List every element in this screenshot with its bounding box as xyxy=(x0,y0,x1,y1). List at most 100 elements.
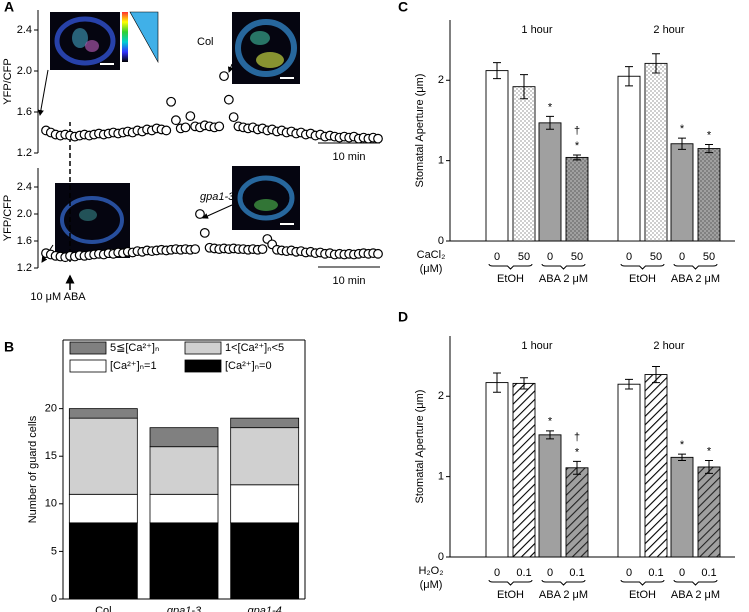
error-bar xyxy=(573,154,581,161)
y-tick-label: 15 xyxy=(45,450,57,462)
bracket xyxy=(620,263,665,270)
data-point xyxy=(373,133,383,144)
data-point xyxy=(171,115,181,126)
bar xyxy=(565,156,589,242)
bar-segment xyxy=(68,417,138,495)
treatment-label: H₂O₂ xyxy=(418,565,443,577)
bar xyxy=(538,434,562,558)
y-tick-label: 5 xyxy=(51,545,57,557)
error-bar xyxy=(625,66,633,87)
data-point xyxy=(166,96,177,107)
x-tick-label: 50 xyxy=(703,251,715,263)
y-tick-label: 1 xyxy=(438,471,444,483)
y-tick-label: 10 xyxy=(45,498,57,510)
error-bar xyxy=(520,377,528,390)
bar xyxy=(644,62,668,242)
x-tick-label: 0.1 xyxy=(569,567,584,579)
y-axis-label: Stomatal Aperture (μm) xyxy=(414,390,426,504)
error-bar xyxy=(705,144,713,154)
error-bar xyxy=(493,62,501,80)
x-tick-label: gpa1-3 xyxy=(167,605,202,612)
x-tick-label: 0.1 xyxy=(701,567,716,579)
bar-segment xyxy=(68,408,138,419)
data-point xyxy=(180,122,191,133)
bracket xyxy=(488,579,533,586)
bracket xyxy=(673,263,718,270)
legend-label: [Ca²⁺]ₙ=0 xyxy=(225,360,272,372)
x-tick-label: 0 xyxy=(547,567,553,579)
bracket xyxy=(541,579,586,586)
bar xyxy=(697,148,721,242)
scale-bar-label: 10 min xyxy=(332,151,365,163)
bar xyxy=(644,374,668,558)
significance-dagger: † xyxy=(574,125,580,137)
annotation: 10 μM ABA xyxy=(30,291,86,303)
bracket xyxy=(488,263,533,270)
significance-star: * xyxy=(548,416,553,428)
y-tick-label: 1.6 xyxy=(17,235,32,247)
y-axis-label: YFP/CFP xyxy=(2,195,14,241)
error-bar xyxy=(652,53,660,74)
data-point xyxy=(190,244,201,255)
bar-segment xyxy=(230,484,300,524)
group-label: ABA 2 μM xyxy=(671,273,720,285)
treatment-unit: (μM) xyxy=(420,263,443,275)
x-tick-label: 0.1 xyxy=(516,567,531,579)
time-label: 1 hour xyxy=(521,340,553,352)
trace-title: Col xyxy=(197,36,214,48)
error-bar xyxy=(678,453,686,462)
y-tick-label: 0 xyxy=(438,235,444,247)
x-tick-label: 0 xyxy=(626,567,632,579)
y-axis-label: YFP/CFP xyxy=(2,58,14,104)
significance-star: * xyxy=(707,129,712,141)
bar xyxy=(670,143,694,242)
bar xyxy=(512,86,536,242)
bar xyxy=(565,467,589,558)
bar xyxy=(485,70,509,242)
bar-segment xyxy=(68,493,138,524)
data-point xyxy=(223,94,234,105)
bar xyxy=(617,75,641,242)
x-tick-label: gpa1-4 xyxy=(248,605,282,612)
data-point xyxy=(161,125,172,136)
significance-star: * xyxy=(575,140,580,152)
x-tick-label: 0 xyxy=(679,251,685,263)
bar xyxy=(697,466,721,558)
bar xyxy=(485,382,509,558)
error-bar xyxy=(546,430,554,440)
bracket xyxy=(541,263,586,270)
bar-segment xyxy=(230,427,300,486)
y-tick-label: 1.2 xyxy=(17,147,32,159)
group-label: EtOH xyxy=(497,273,524,285)
group-label: ABA 2 μM xyxy=(539,589,588,601)
x-tick-label: 50 xyxy=(518,251,530,263)
panel-label: B xyxy=(4,339,14,355)
error-bar xyxy=(546,115,554,130)
y-tick-label: 2.4 xyxy=(17,24,32,36)
y-tick-label: 0 xyxy=(438,551,444,563)
bar-segment xyxy=(68,522,138,600)
bar-segment xyxy=(149,493,219,524)
y-tick-label: 1.2 xyxy=(17,262,32,274)
x-tick-label: 0 xyxy=(494,567,500,579)
insets xyxy=(37,11,300,290)
bar-segment xyxy=(149,427,219,448)
trace-title: gpa1-3 xyxy=(200,191,235,203)
panel-label: D xyxy=(398,309,408,325)
significance-star: * xyxy=(707,445,712,457)
y-tick-label: 2.0 xyxy=(17,65,32,77)
y-tick-label: 2 xyxy=(438,74,444,86)
legend-swatch xyxy=(69,359,107,373)
error-bar xyxy=(625,378,633,390)
bar-segment xyxy=(230,417,300,429)
x-tick-label: 50 xyxy=(650,251,662,263)
bar-segment xyxy=(149,446,219,495)
bar xyxy=(538,122,562,242)
data-point xyxy=(214,121,225,132)
significance-star: * xyxy=(680,439,685,451)
panel-label: C xyxy=(398,0,408,15)
error-bar xyxy=(493,372,501,393)
error-bar xyxy=(652,366,660,384)
x-tick-label: 0 xyxy=(679,567,685,579)
